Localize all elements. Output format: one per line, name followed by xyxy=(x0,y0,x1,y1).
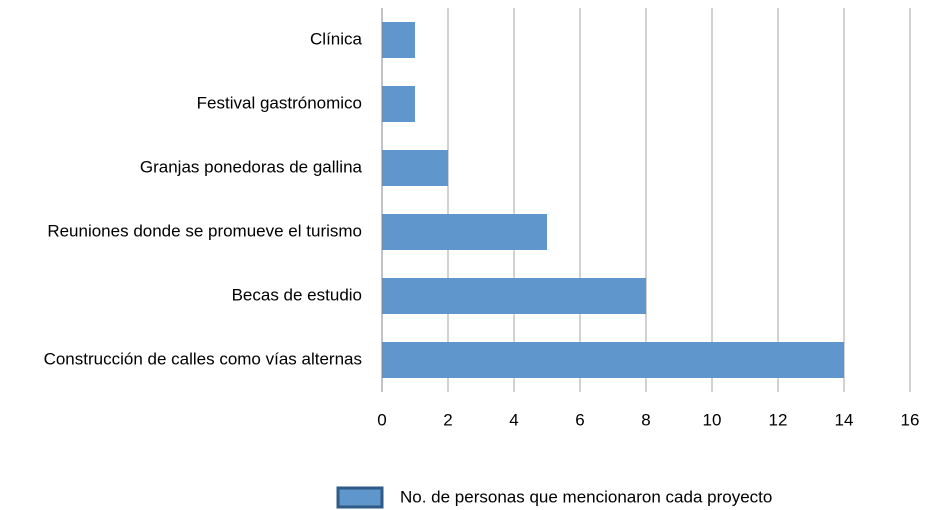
bar xyxy=(382,86,415,122)
bar xyxy=(382,278,646,314)
x-tick-label: 14 xyxy=(835,410,854,429)
x-tick-label: 2 xyxy=(443,410,452,429)
x-tick-label: 10 xyxy=(703,410,722,429)
x-tick-label: 16 xyxy=(901,410,920,429)
y-tick-label: Festival gastrónomico xyxy=(197,93,362,112)
bar xyxy=(382,22,415,58)
y-tick-label: Granjas ponedoras de gallina xyxy=(140,157,363,176)
y-tick-label: Becas de estudio xyxy=(232,285,362,304)
x-tick-label: 0 xyxy=(377,410,386,429)
x-tick-label: 12 xyxy=(769,410,788,429)
x-tick-label: 8 xyxy=(641,410,650,429)
x-tick-label: 4 xyxy=(509,410,518,429)
y-tick-label: Reuniones donde se promueve el turismo xyxy=(47,221,362,240)
bar xyxy=(382,342,844,378)
bar xyxy=(382,214,547,250)
bar xyxy=(382,150,448,186)
legend-label: No. de personas que mencionaron cada pro… xyxy=(400,487,772,506)
x-tick-label: 6 xyxy=(575,410,584,429)
y-tick-label: Construcción de calles como vías alterna… xyxy=(44,349,362,368)
legend-swatch xyxy=(336,486,384,509)
y-tick-label: Clínica xyxy=(310,29,363,48)
